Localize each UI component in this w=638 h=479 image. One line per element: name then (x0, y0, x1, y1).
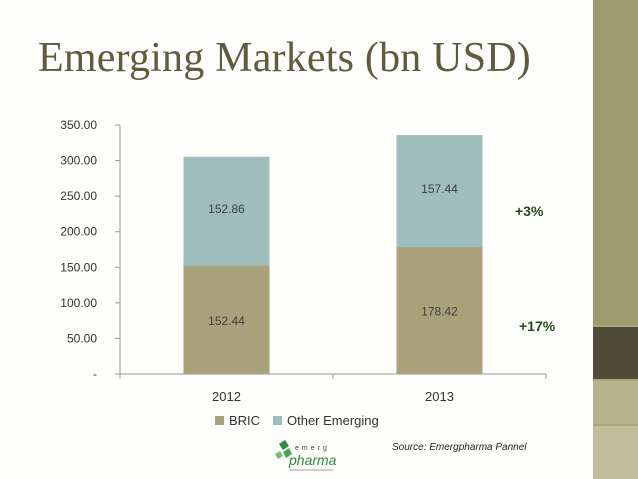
y-tick-label: - (93, 367, 97, 381)
source-note: Source: Emergpharma Pannel (392, 442, 527, 453)
data-label: 178.42 (421, 305, 458, 319)
data-label: 152.44 (208, 314, 245, 328)
svg-text:emerg: emerg (295, 445, 330, 452)
x-tick-label: 2013 (425, 389, 454, 404)
y-tick-label: 150.00 (60, 260, 97, 274)
legend-item-bric: BRIC (215, 413, 260, 428)
y-tick-label: 300.00 (60, 154, 97, 168)
bar-bric-2013 (396, 247, 483, 374)
y-tick-label: 350.00 (60, 118, 97, 132)
page-title: Emerging Markets (bn USD) (38, 35, 531, 81)
side-block (593, 0, 638, 325)
y-tick-label: 100.00 (60, 296, 97, 310)
bar-other-emerging-2012 (183, 156, 270, 266)
stacked-bar-chart: - 50.00 100.00 150.00 200.00 250.00 300.00 350.… (60, 118, 547, 404)
x-tick-label: 2012 (212, 389, 241, 404)
legend-swatch-bric (215, 416, 224, 426)
legend-item-other-emerging: Other Emerging (273, 413, 379, 428)
bar-bric-2012 (183, 265, 270, 374)
emergpharma-logo-icon: emerg pharma (275, 440, 337, 471)
legend-label-other-emerging: Other Emerging (287, 413, 379, 428)
annotation-other-change: +3% (515, 203, 544, 219)
data-label: 152.86 (208, 202, 245, 216)
side-block (593, 381, 638, 424)
side-block (593, 426, 638, 479)
svg-text:pharma: pharma (288, 452, 337, 468)
annotation-bric-change: +17% (519, 318, 556, 334)
legend-label-bric: BRIC (229, 413, 261, 428)
y-tick-label: 50.00 (67, 331, 97, 345)
y-tick-label: 200.00 (60, 225, 97, 239)
y-tick-label: 250.00 (60, 189, 97, 203)
legend-swatch-other-emerging (273, 416, 282, 426)
data-label: 157.44 (421, 182, 458, 196)
bar-other-emerging-2013 (396, 135, 483, 248)
side-block (593, 327, 638, 379)
